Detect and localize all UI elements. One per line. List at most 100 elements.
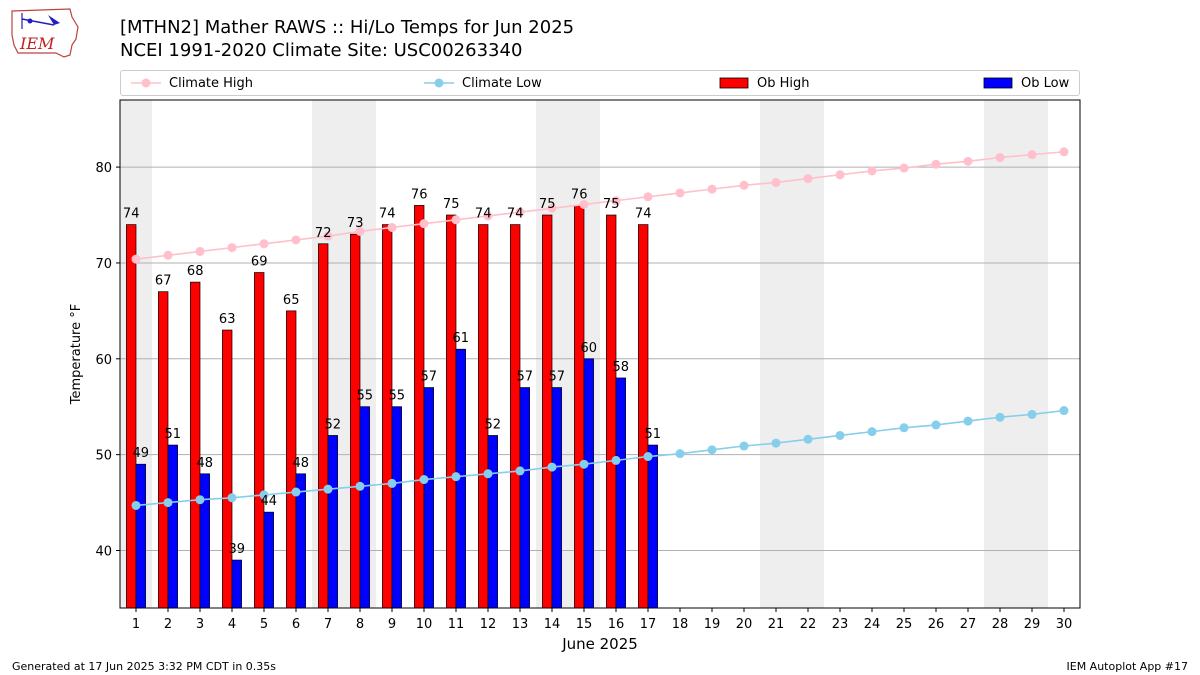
footer-generated: Generated at 17 Jun 2025 3:32 PM CDT in … <box>12 660 277 673</box>
ob-high-bar <box>574 205 585 609</box>
ob-high-bar <box>190 281 201 609</box>
legend-item-ob-low: Ob Low <box>983 71 1069 95</box>
x-tick-label: 6 <box>292 617 300 632</box>
ob-high-bar <box>126 224 137 609</box>
legend-item-ob-high: Ob High <box>719 71 810 95</box>
weekend-shade-day-21 <box>760 100 792 608</box>
y-axis-label: Temperature °F <box>69 304 84 405</box>
climate-low-point <box>643 452 653 462</box>
climate-high-point <box>195 246 205 256</box>
climate-low-point <box>771 438 781 448</box>
x-tick-label: 10 <box>416 617 433 632</box>
climate-high-point <box>419 219 429 229</box>
y-tick-label: 50 <box>95 449 112 464</box>
ob-low-bar <box>647 444 658 609</box>
ob-low-value-label: 55 <box>389 389 406 404</box>
climate-high-point <box>1059 147 1069 157</box>
x-tick-label: 23 <box>832 617 849 632</box>
ob-low-bar <box>231 559 242 609</box>
ob-high-value-label: 73 <box>347 216 364 231</box>
legend-label-climate-low: Climate Low <box>462 75 542 91</box>
ob-high-legend-swatch <box>719 77 749 89</box>
ob-low-value-label: 51 <box>165 427 182 442</box>
climate-low-point <box>1059 406 1069 416</box>
climate-low-point <box>323 484 333 494</box>
climate-low-point <box>963 416 973 426</box>
iem-logo: IEM <box>8 5 80 59</box>
ob-high-bar <box>222 329 233 609</box>
ob-low-value-label: 58 <box>613 360 630 375</box>
ob-high-value-label: 74 <box>123 207 140 222</box>
x-tick-label: 30 <box>1056 617 1073 632</box>
ob-low-bar <box>359 406 370 609</box>
weekend-shade-day-22 <box>792 100 824 608</box>
climate-high-point <box>995 153 1005 163</box>
x-tick-label: 14 <box>544 617 561 632</box>
x-tick-label: 28 <box>992 617 1009 632</box>
climate-high-point <box>131 254 141 264</box>
ob-low-bar <box>167 444 178 609</box>
ob-high-bar <box>382 224 393 609</box>
ob-low-bar <box>551 387 562 609</box>
legend-label-ob-low: Ob Low <box>1021 75 1070 91</box>
climate-low-point <box>611 455 621 465</box>
ob-low-value-label: 44 <box>261 494 278 509</box>
y-tick-label: 70 <box>95 257 112 272</box>
climate-low-point <box>931 420 941 430</box>
climate-low-point <box>835 430 845 440</box>
climate-low-point <box>451 472 461 482</box>
climate-high-point <box>803 174 813 184</box>
ob-high-value-label: 68 <box>187 264 204 279</box>
x-tick-label: 11 <box>448 617 465 632</box>
x-tick-label: 21 <box>768 617 785 632</box>
ob-high-bar <box>606 214 617 609</box>
climate-high-point <box>771 177 781 187</box>
climate-high-point <box>483 211 493 221</box>
weekend-shade-day-29 <box>1016 100 1048 608</box>
x-tick-label: 4 <box>228 617 236 632</box>
ob-low-bar <box>391 406 402 609</box>
climate-lines <box>131 147 1069 510</box>
climate-low-point <box>995 412 1005 422</box>
climate-high-point <box>451 215 461 225</box>
ob-high-value-label: 75 <box>603 197 620 212</box>
climate-low-point <box>387 478 397 488</box>
ob-low-value-label: 52 <box>325 417 342 432</box>
x-tick-label: 24 <box>864 617 881 632</box>
climate-high-point <box>739 180 749 190</box>
ob-low-bar <box>327 435 338 609</box>
y-tick-label: 40 <box>95 544 112 559</box>
climate-low-point <box>355 481 365 491</box>
ob-high-bar <box>414 205 425 609</box>
climate-high-point <box>291 235 301 245</box>
ob-low-bar <box>263 511 274 609</box>
climate-low-point <box>259 490 269 500</box>
climate-low-point <box>515 466 525 476</box>
climate-low-point <box>803 434 813 444</box>
ob-low-value-label: 57 <box>549 370 566 385</box>
ob-low-bar <box>615 377 626 609</box>
ob-low-bar <box>135 463 146 609</box>
ob-high-value-label: 75 <box>443 197 460 212</box>
legend: Climate High Climate Low Ob High Ob Low <box>120 70 1080 96</box>
ob-high-bar <box>446 214 457 609</box>
climate-high-point <box>323 231 333 241</box>
x-axis-label: June 2025 <box>561 635 638 653</box>
x-tick-label: 25 <box>896 617 913 632</box>
climate-low-point <box>419 475 429 485</box>
ob-high-value-label: 75 <box>539 197 556 212</box>
climate-low-point <box>547 462 557 472</box>
x-tick-label: 2 <box>164 617 172 632</box>
climate-high-point <box>707 184 717 194</box>
climate-high-legend-marker <box>131 78 161 88</box>
y-tick-label: 60 <box>95 353 112 368</box>
climate-low-point <box>739 441 749 451</box>
ob-high-value-label: 76 <box>411 187 428 202</box>
climate-low-point <box>867 427 877 437</box>
x-tick-label: 26 <box>928 617 945 632</box>
climate-low-legend-marker <box>424 78 454 88</box>
x-tick-label: 1 <box>132 617 140 632</box>
x-tick-label: 5 <box>260 617 268 632</box>
